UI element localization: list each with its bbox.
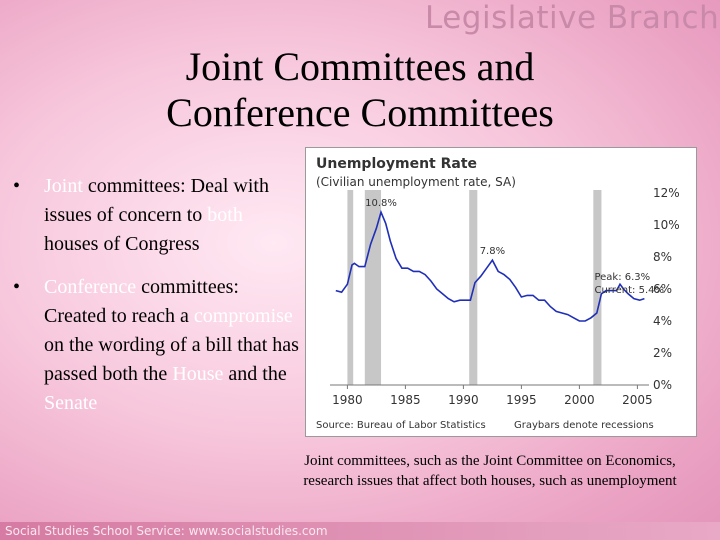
highlight-conference: Conference xyxy=(44,276,137,298)
footer-text: Social Studies School Service: www.socia… xyxy=(5,524,328,538)
highlight-compromise: compromise xyxy=(193,305,293,327)
bullet-text: Deal with issues of concern to xyxy=(44,175,269,226)
highlight-both: both xyxy=(207,204,243,226)
bullet-text: houses of Congress xyxy=(44,233,200,255)
chart-annotation: 10.8% xyxy=(365,198,397,209)
chart-annotation: Peak: 6.3% xyxy=(594,272,650,283)
bold-committees: committees: xyxy=(82,175,186,197)
x-tick-label: 2005 xyxy=(622,393,653,407)
bullet-marker: • xyxy=(13,276,21,298)
x-tick-label: 1990 xyxy=(448,393,479,407)
slide-title: Joint Committees and Conference Committe… xyxy=(60,44,660,136)
y-tick-label: 0% xyxy=(653,378,672,392)
bullet-marker: • xyxy=(13,175,21,197)
chart-annotation: Current: 5.4% xyxy=(594,285,664,296)
y-tick-label: 4% xyxy=(653,314,672,328)
series-line-unemployment xyxy=(335,209,645,322)
x-tick-label: 1980 xyxy=(332,393,363,407)
chart-source: Source: Bureau of Labor Statistics xyxy=(316,420,486,431)
x-tick-label: 1985 xyxy=(390,393,421,407)
bullet-joint: • Joint committees: Deal with issues of … xyxy=(13,172,300,259)
bold-committees: committees: xyxy=(136,276,239,298)
y-tick-label: 8% xyxy=(653,250,672,264)
highlight-senate: Senate xyxy=(44,392,98,414)
chart-caption: Joint committees, such as the Joint Comm… xyxy=(303,453,677,489)
recession-bar xyxy=(347,190,354,385)
y-tick-label: 12% xyxy=(653,186,680,200)
chart-annotation: 7.8% xyxy=(480,246,505,257)
chart-subtitle: (Civilian unemployment rate, SA) xyxy=(316,175,516,189)
y-tick-label: 10% xyxy=(653,218,680,232)
unemployment-chart: Unemployment Rate (Civilian unemployment… xyxy=(305,147,697,437)
banner-title: Legislative Branch xyxy=(425,0,720,36)
footer-bar: Social Studies School Service: www.socia… xyxy=(0,522,720,540)
title-line-1: Joint Committees and xyxy=(185,44,535,89)
y-tick-label: 2% xyxy=(653,346,672,360)
bullet-list: • Joint committees: Deal with issues of … xyxy=(13,172,300,432)
chart-title: Unemployment Rate xyxy=(316,156,477,172)
chart-svg: Unemployment Rate (Civilian unemployment… xyxy=(316,156,680,431)
highlight-joint: Joint xyxy=(44,175,83,197)
bullet-text: Created to reach a xyxy=(44,305,194,327)
bullet-text: on the wording of a bill that has passed… xyxy=(44,334,299,385)
bullet-conference: • Conference committees: Created to reac… xyxy=(13,273,300,418)
recession-bar xyxy=(593,190,602,385)
bullet-text: and the xyxy=(223,363,287,385)
recession-bar xyxy=(364,190,382,385)
x-tick-label: 2000 xyxy=(564,393,595,407)
highlight-house: House xyxy=(172,363,224,385)
chart-note: Graybars denote recessions xyxy=(514,420,654,431)
y-tick-label: 6% xyxy=(653,282,672,296)
x-tick-label: 1995 xyxy=(506,393,537,407)
title-line-2: Conference Committees xyxy=(166,90,554,135)
